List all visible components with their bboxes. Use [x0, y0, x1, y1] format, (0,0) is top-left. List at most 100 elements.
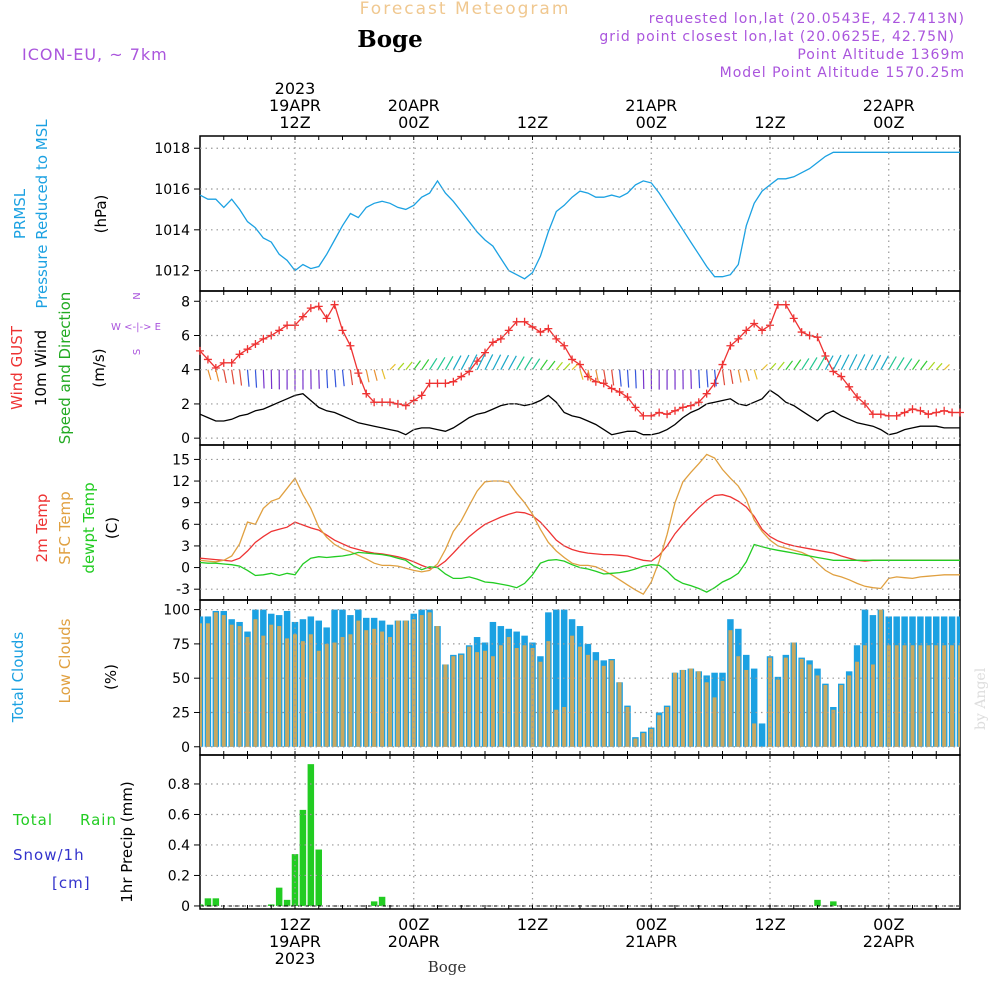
- y-tick-label: 0: [181, 431, 190, 447]
- y-tick-label: 12: [172, 474, 190, 490]
- gust-marker: [512, 317, 521, 326]
- wind-arrow: [318, 369, 320, 389]
- gust-marker: [259, 334, 268, 343]
- bar-low-clouds: [356, 620, 361, 747]
- gust-marker: [457, 372, 466, 381]
- bar-low-clouds: [554, 709, 559, 747]
- bar-low-clouds: [229, 624, 234, 747]
- y-tick-label: 0.6: [168, 807, 190, 823]
- wind-arrow: [904, 358, 913, 371]
- gust-marker: [488, 338, 497, 347]
- bar-total-rain: [830, 901, 837, 906]
- pressure-panel: PRMSL Pressure Reduced to MSL (hPa): [11, 119, 961, 309]
- bar-low-clouds: [443, 664, 448, 747]
- time-label-top: 12Z: [754, 113, 785, 132]
- wind-arrow: [888, 356, 897, 371]
- grid-point-coords: grid point closest lon,lat (20.0625E, 42…: [599, 29, 955, 45]
- bar-low-clouds: [380, 631, 385, 747]
- wind-arrow: [840, 354, 850, 370]
- y-tick-label: 9: [181, 496, 190, 512]
- y-tick-label: 6: [181, 328, 190, 344]
- bar-low-clouds: [490, 656, 495, 747]
- y-tick-label: 25: [172, 705, 190, 721]
- wind-arrow: [919, 360, 928, 371]
- wind-arrow: [444, 356, 454, 371]
- bar-low-clouds: [467, 646, 472, 747]
- gust-marker: [346, 341, 355, 350]
- y-tick-label: 1016: [154, 182, 190, 198]
- wind-arrow: [429, 357, 438, 371]
- wind-arrow: [753, 369, 758, 380]
- bar-low-clouds: [293, 634, 297, 747]
- bar-low-clouds: [221, 615, 226, 747]
- time-label-bottom: 00Z: [873, 915, 904, 934]
- wind-arrow: [326, 369, 329, 389]
- bar-low-clouds: [570, 635, 575, 747]
- y-tick-label: 1018: [154, 141, 190, 157]
- wind-arrow: [357, 369, 362, 384]
- series-line-sfc-temp: [199, 453, 960, 596]
- y-tick-label: 3: [181, 539, 190, 555]
- pressure-label-group: PRMSL Pressure Reduced to MSL (hPa): [11, 119, 110, 309]
- bar-low-clouds: [593, 660, 598, 747]
- gust-marker: [544, 324, 553, 333]
- time-label-top: 21APR: [625, 96, 677, 115]
- bar-low-clouds: [348, 634, 353, 747]
- gust-marker: [718, 360, 727, 369]
- bar-low-clouds: [886, 645, 891, 747]
- bar-total-rain: [283, 899, 291, 906]
- bar-low-clouds: [601, 665, 606, 747]
- bar-low-clouds: [942, 645, 947, 747]
- wind-arrow: [761, 363, 768, 371]
- bar-low-clouds: [934, 645, 939, 747]
- wind-arrow: [832, 354, 842, 370]
- series-line-2m-temp: [199, 494, 960, 569]
- wind-arrow: [231, 369, 235, 385]
- time-label-bottom: 00Z: [398, 915, 429, 934]
- bar-low-clouds: [863, 645, 867, 747]
- y-tick-label: 2: [181, 397, 190, 413]
- y-tick-label: 1014: [154, 223, 190, 239]
- bar-low-clouds: [609, 660, 614, 747]
- time-label-top: 00Z: [636, 113, 667, 132]
- bar-low-clouds: [799, 658, 804, 747]
- wind-arrow: [476, 354, 486, 370]
- wind-arrow: [405, 361, 413, 371]
- bar-low-clouds: [538, 661, 543, 747]
- wind-arrow: [618, 369, 622, 387]
- wind-arrow: [801, 358, 810, 371]
- wind-arrow: [333, 369, 337, 388]
- bar-low-clouds: [237, 626, 242, 747]
- speed-direction-label: Speed and Direction: [56, 292, 74, 445]
- wind-arrow: [571, 364, 578, 371]
- gust-marker: [742, 326, 751, 335]
- gust-marker: [837, 372, 846, 381]
- bar-low-clouds: [316, 650, 321, 747]
- snow-label: Snow/1h: [13, 846, 85, 864]
- compass-south: S: [132, 349, 143, 355]
- gust-marker: [243, 345, 252, 354]
- wind-arrow: [880, 355, 889, 370]
- time-label-top: 00Z: [398, 113, 429, 132]
- prmsl-label: PRMSL: [11, 188, 29, 239]
- credit-watermark: by Angel: [973, 667, 989, 730]
- time-label-top: 12Z: [279, 113, 310, 132]
- y-tick-label: 0.4: [168, 838, 190, 854]
- bar-low-clouds: [791, 642, 796, 747]
- compass-west-east: W <-|-> E: [111, 322, 161, 333]
- bar-low-clouds: [483, 650, 487, 747]
- gust-marker: [781, 300, 790, 309]
- wind-arrow: [785, 360, 794, 371]
- gust-marker: [623, 393, 632, 402]
- y-tick-label: 100: [163, 603, 190, 619]
- bar-low-clouds: [641, 733, 646, 747]
- bar-low-clouds: [419, 615, 424, 747]
- gust-marker: [924, 410, 933, 419]
- bar-total-rain: [275, 887, 283, 906]
- bar-low-clouds: [546, 641, 551, 747]
- wind-arrow: [539, 359, 548, 371]
- bar-total-rain: [291, 854, 299, 906]
- gust-marker: [686, 401, 695, 410]
- gust-marker: [203, 355, 212, 364]
- gust-marker: [552, 334, 561, 343]
